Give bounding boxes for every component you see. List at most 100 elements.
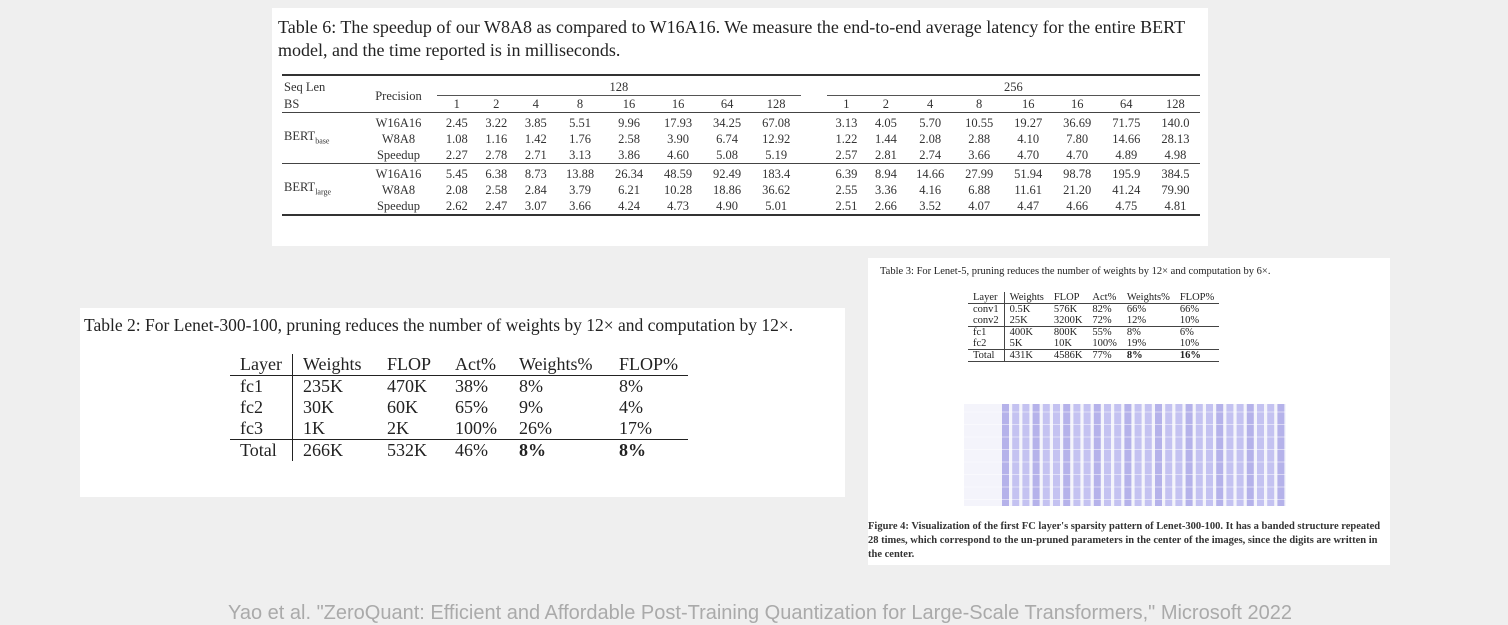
value-cell: 2.81 bbox=[874, 148, 897, 162]
value-cell: 2.71 bbox=[524, 148, 547, 162]
model-cell: BERTbase bbox=[282, 112, 360, 164]
row: Speedup 2.62 2.47 3.07 3.66 4.24 4.73 4.90 5.01 2… bbox=[282, 198, 1200, 216]
value-cell: 4.98 bbox=[1164, 148, 1187, 162]
value-cell: 3.86 bbox=[618, 148, 640, 162]
value-cell: 2.08 bbox=[445, 183, 468, 197]
header-cell: 2 bbox=[476, 95, 517, 113]
spacer bbox=[800, 112, 827, 131]
value-cell: 6.21 bbox=[618, 183, 640, 197]
value-cell: 4.05 bbox=[866, 112, 906, 131]
header-cell: Precision bbox=[359, 74, 438, 113]
value-cell: 4.10 bbox=[1017, 132, 1040, 146]
spacer bbox=[801, 182, 827, 198]
cell: 16% bbox=[1174, 349, 1220, 362]
spacer bbox=[800, 198, 827, 216]
value-cell: 5.19 bbox=[765, 148, 788, 162]
header-cell: 128 bbox=[437, 74, 801, 96]
cell: 12% bbox=[1121, 315, 1175, 327]
spacer bbox=[801, 147, 827, 164]
model-subscript: base bbox=[315, 136, 330, 146]
value-cell: 2.27 bbox=[445, 148, 468, 162]
value-cell: 4.90 bbox=[702, 198, 752, 216]
value-cell: 5.70 bbox=[905, 112, 955, 131]
cell: 1K bbox=[302, 418, 325, 438]
value-cell: 3.85 bbox=[516, 112, 556, 131]
header-cell: FLOP bbox=[376, 354, 445, 376]
value-cell: 2.58 bbox=[618, 132, 640, 146]
value-cell: 2.74 bbox=[919, 148, 942, 162]
cell: 17% bbox=[618, 418, 652, 438]
header-cell: 8 bbox=[555, 95, 605, 113]
header-row: BS 1 2 4 8 16 16 64 128 1 2 4 8 16 16 64 128 bbox=[282, 95, 1200, 113]
table-2-panel: Table 2: For Lenet-300-100, pruning redu… bbox=[80, 308, 845, 497]
value-cell: 17.93 bbox=[653, 112, 703, 131]
header-cell: 256 bbox=[826, 74, 1200, 96]
header-cell: 64 bbox=[702, 95, 752, 113]
cell: 3200K bbox=[1048, 315, 1088, 327]
sparsity-band bbox=[1012, 404, 1020, 506]
spacer bbox=[800, 163, 827, 182]
value-cell: 2.51 bbox=[826, 198, 867, 216]
sparsity-band bbox=[1226, 404, 1234, 506]
value-cell: 4.73 bbox=[653, 198, 703, 216]
row: W8A8 1.08 1.16 1.42 1.76 2.58 3.90 6.74 12.92 1.2… bbox=[282, 131, 1200, 147]
header-cell: BS bbox=[282, 95, 360, 113]
sparsity-band bbox=[1134, 404, 1142, 506]
sparsity-band bbox=[1002, 404, 1009, 506]
value-cell: 3.90 bbox=[667, 132, 690, 146]
value-cell: 4.81 bbox=[1150, 198, 1200, 216]
header-cell: FLOP bbox=[1048, 292, 1088, 304]
precision-cell: W16A16 bbox=[359, 112, 438, 131]
value-cell: 2.55 bbox=[835, 183, 858, 197]
value-cell: 4.07 bbox=[954, 198, 1004, 216]
header-row: Layer Weights FLOP Act% Weights% FLOP% bbox=[230, 354, 688, 376]
row: fc2 30K 60K 65% 9% 4% bbox=[230, 397, 688, 418]
value-cell: 3.52 bbox=[905, 198, 955, 216]
value-cell: 36.69 bbox=[1052, 112, 1102, 131]
sparsity-band bbox=[1124, 404, 1132, 506]
value-cell: 10.55 bbox=[954, 112, 1004, 131]
value-cell: 8.73 bbox=[516, 163, 556, 182]
value-cell: 4.75 bbox=[1101, 198, 1151, 216]
cell: 400K bbox=[1009, 327, 1034, 338]
row: Total 266K 532K 46% 8% 8% bbox=[230, 439, 688, 461]
value-cell: 4.89 bbox=[1115, 148, 1138, 162]
cell: 470K bbox=[386, 376, 427, 396]
value-cell: 3.07 bbox=[516, 198, 556, 216]
value-cell: 3.36 bbox=[874, 183, 897, 197]
header-row: Layer Weights FLOP Act% Weights% FLOP% bbox=[968, 292, 1220, 304]
cell: fc2 bbox=[230, 397, 293, 418]
sparsity-band bbox=[1175, 404, 1183, 506]
value-cell: 2.58 bbox=[485, 183, 508, 197]
sparsity-band bbox=[1144, 404, 1152, 506]
cell: 10K bbox=[1048, 338, 1088, 350]
precision-cell: Speedup bbox=[359, 198, 438, 216]
caption: Table 6: The speedup of our W8A8 as comp… bbox=[278, 17, 1185, 60]
header-cell: 128 bbox=[751, 95, 801, 113]
model-subscript: large bbox=[315, 187, 332, 197]
value-cell: 28.13 bbox=[1161, 132, 1190, 146]
value-cell: 1.22 bbox=[835, 132, 858, 146]
value-cell: 2.84 bbox=[524, 183, 547, 197]
row: fc1 235K 470K 38% 8% 8% bbox=[230, 375, 688, 397]
cell: 266K bbox=[292, 439, 377, 461]
header-cell: Layer bbox=[968, 292, 1005, 304]
value-cell: 21.20 bbox=[1063, 183, 1092, 197]
sparsity-band bbox=[1114, 404, 1122, 506]
value-cell: 1.16 bbox=[485, 132, 508, 146]
header-cell: Seq Len bbox=[282, 74, 360, 96]
precision-cell: W8A8 bbox=[381, 132, 416, 146]
value-cell: 3.66 bbox=[968, 148, 991, 162]
value-cell: 27.99 bbox=[954, 163, 1004, 182]
header-cell: FLOP% bbox=[608, 354, 688, 376]
value-cell: 5.45 bbox=[437, 163, 477, 182]
sparsity-band bbox=[1022, 404, 1030, 506]
cell: 9% bbox=[518, 397, 543, 417]
cell: 10% bbox=[1174, 338, 1220, 350]
value-cell: 4.24 bbox=[604, 198, 654, 216]
cell: 6% bbox=[1179, 327, 1194, 338]
sparsity-band bbox=[1093, 404, 1101, 506]
sparsity-band bbox=[1032, 404, 1040, 506]
value-cell: 14.66 bbox=[1112, 132, 1141, 146]
value-cell: 5.51 bbox=[555, 112, 605, 131]
